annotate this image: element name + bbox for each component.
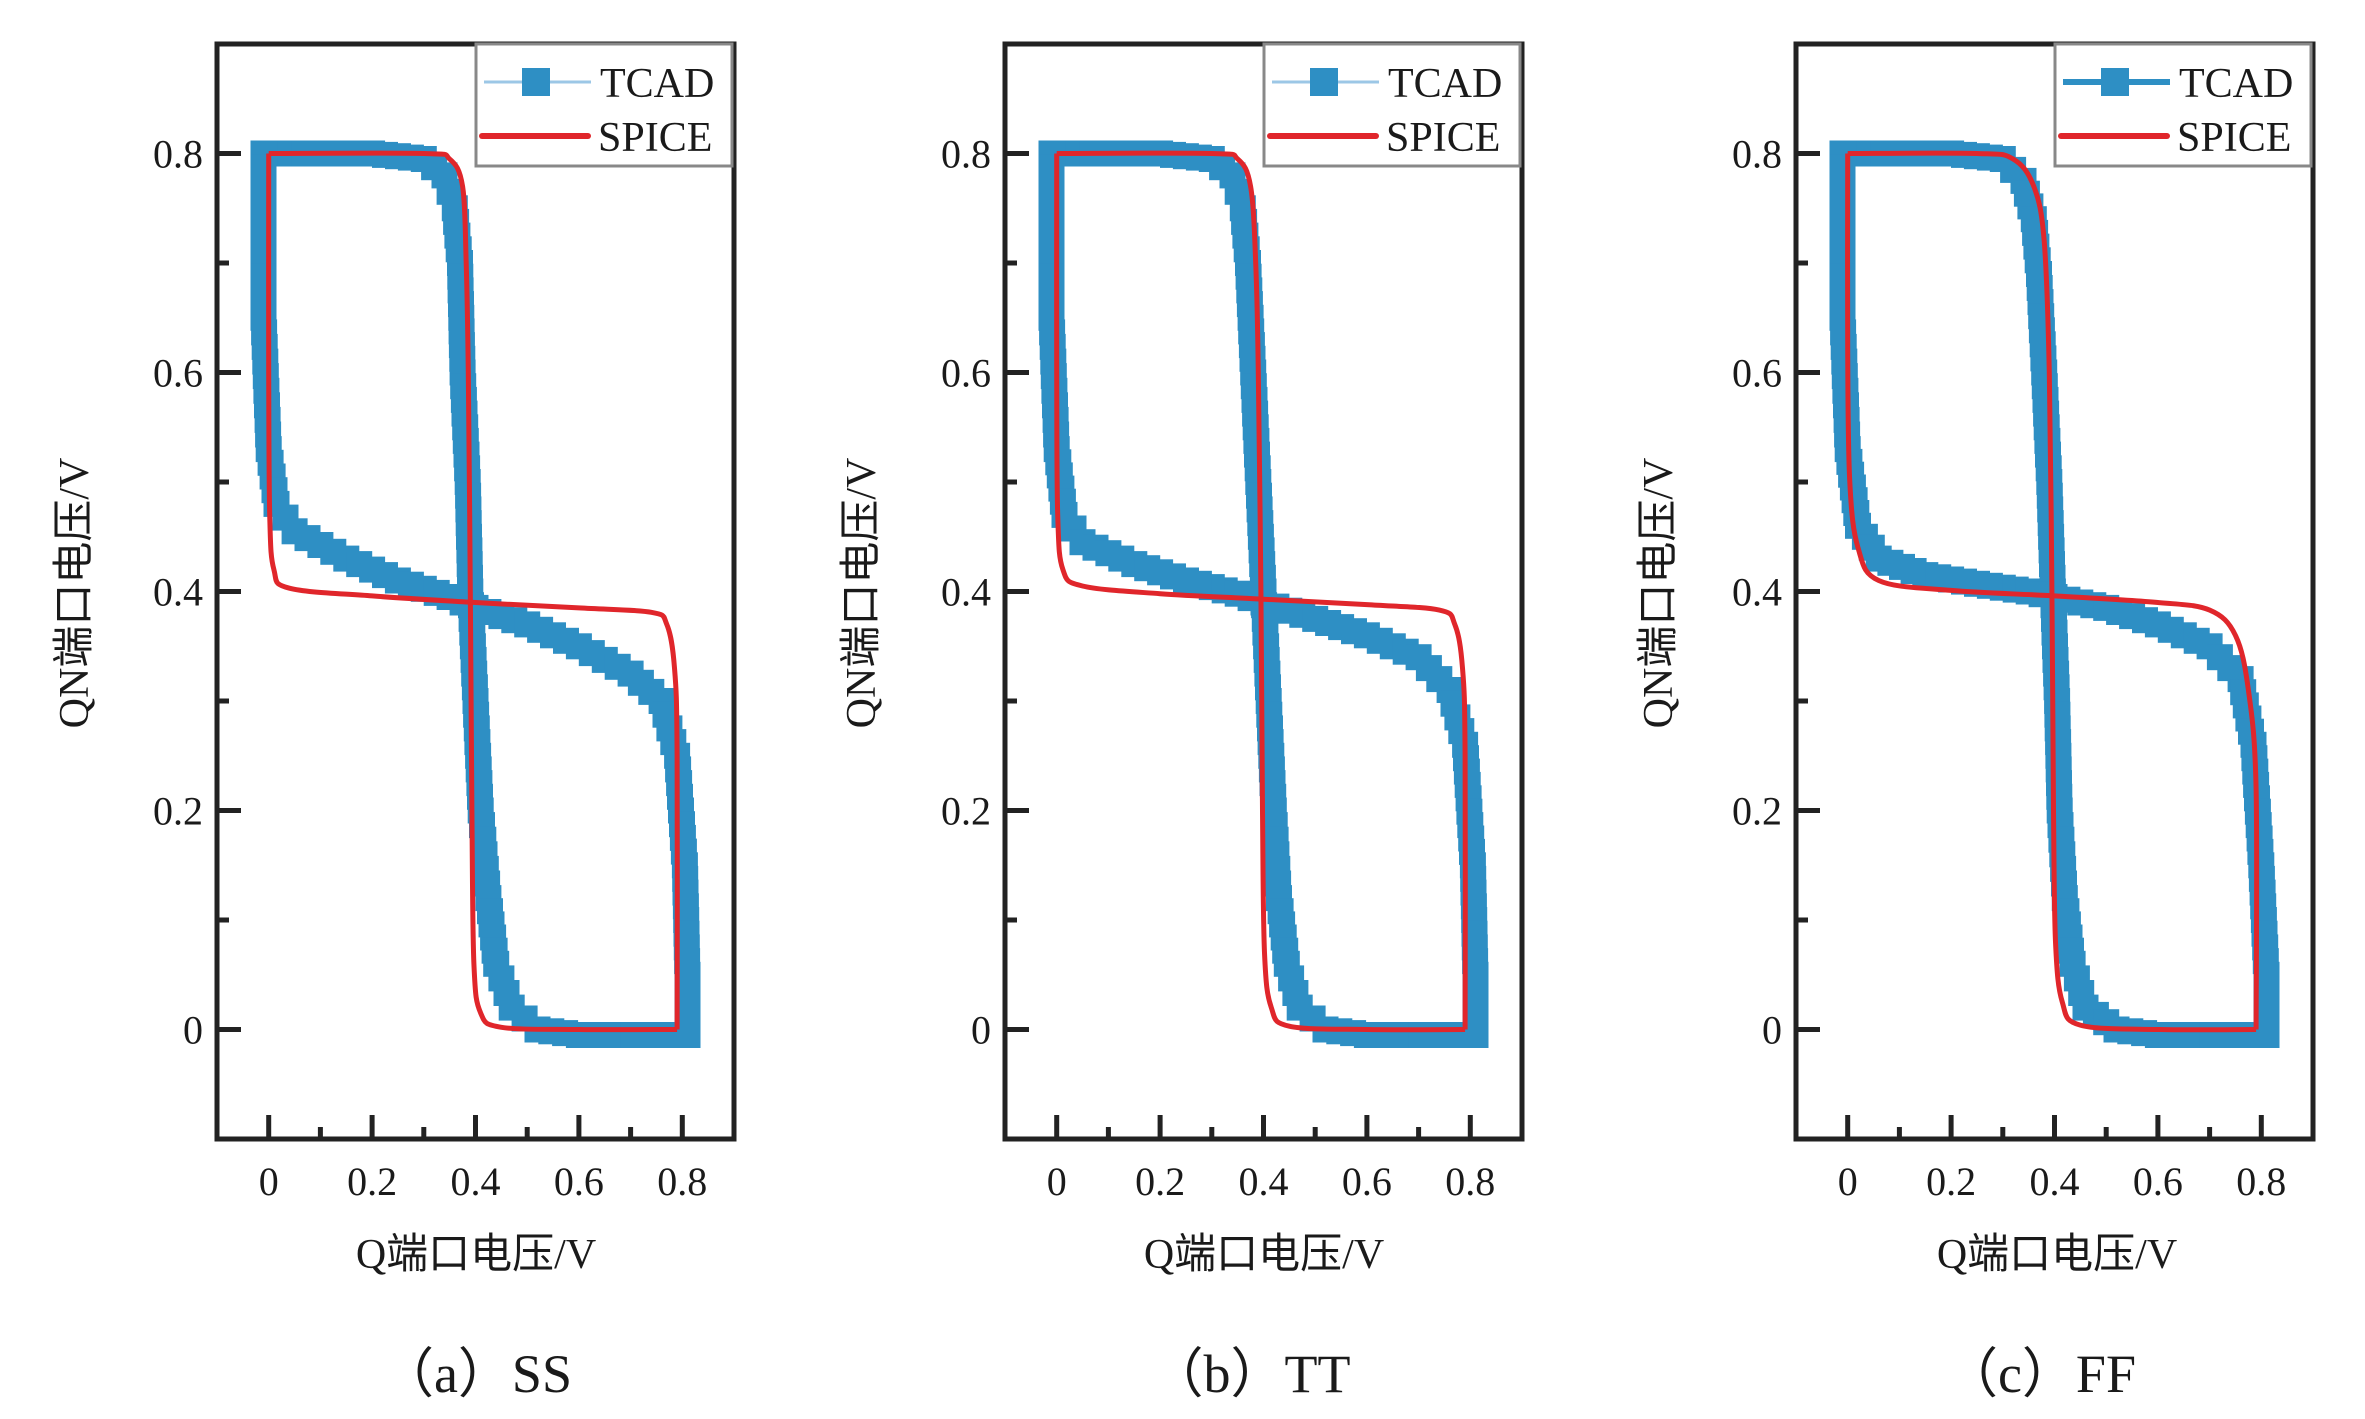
y-axis-title-a: QN端口电压/V bbox=[52, 458, 98, 729]
legend-spice-label-a: SPICE bbox=[598, 115, 712, 161]
x-tick-label-b: 0.2 bbox=[1135, 1159, 1185, 1204]
y-tick-label-a: 0.6 bbox=[153, 351, 203, 396]
legend-spice-label-c: SPICE bbox=[2177, 115, 2291, 161]
x-axis-title-c: Q端口电压/V bbox=[1937, 1232, 2177, 1278]
x-tick-label-a: 0.6 bbox=[554, 1159, 604, 1204]
panel-c: 0 0.2 0.4 0.6 0.8 0 0.2 0.4 0.6 0.8 TCAD SPICE Q端口电… bbox=[1636, 41, 2316, 1404]
x-axis-title-b: Q端口电压/V bbox=[1144, 1232, 1384, 1278]
x-tick-label-a: 0.8 bbox=[657, 1159, 707, 1204]
y-tick-label-b: 0.8 bbox=[941, 132, 991, 177]
plot-area-c: 0 0.2 0.4 0.6 0.8 0 0.2 0.4 0.6 0.8 TCAD SPICE bbox=[1732, 41, 2316, 1204]
x-tick-label-a: 0.2 bbox=[347, 1159, 397, 1204]
legend-box-a bbox=[474, 42, 734, 168]
legend-tcad-marker-b bbox=[1310, 68, 1338, 96]
x-tick-label-b: 0.4 bbox=[1239, 1159, 1289, 1204]
y-tick-label-c: 0.2 bbox=[1732, 789, 1782, 834]
spice-curve-c-1 bbox=[1847, 150, 2257, 1033]
data-layer-a bbox=[250, 140, 701, 1048]
legend-tcad-marker-c bbox=[2101, 68, 2129, 96]
legend-tcad-label-a: TCAD bbox=[600, 61, 714, 107]
legend-c: TCAD SPICE bbox=[2053, 42, 2313, 168]
x-tick-label-c: 0 bbox=[1838, 1159, 1858, 1204]
legend-spice-label-b: SPICE bbox=[1386, 115, 1500, 161]
legend-tcad-marker-a bbox=[522, 68, 550, 96]
panel-b: 0 0.2 0.4 0.6 0.8 0 0.2 0.4 0.6 0.8 TCAD SPICE Q端口电… bbox=[839, 41, 1525, 1404]
y-tick-label-b: 0 bbox=[971, 1008, 991, 1053]
x-tick-label-c: 0.8 bbox=[2236, 1159, 2286, 1204]
plot-area-b: 0 0.2 0.4 0.6 0.8 0 0.2 0.4 0.6 0.8 TCAD SPICE bbox=[941, 41, 1525, 1204]
y-tick-label-a: 0.2 bbox=[153, 789, 203, 834]
caption-c: （c）FF bbox=[1944, 1344, 2136, 1404]
y-tick-label-c: 0 bbox=[1762, 1008, 1782, 1053]
legend-box-c bbox=[2053, 42, 2313, 168]
legend-tcad-label-b: TCAD bbox=[1388, 61, 1502, 107]
y-tick-label-b: 0.6 bbox=[941, 351, 991, 396]
spice-curve-b-2 bbox=[1054, 153, 1468, 1030]
legend-b: TCAD SPICE bbox=[1262, 42, 1522, 168]
x-tick-label-c: 0.4 bbox=[2030, 1159, 2080, 1204]
x-tick-label-b: 0.8 bbox=[1445, 1159, 1495, 1204]
x-tick-label-a: 0.4 bbox=[451, 1159, 501, 1204]
data-layer-b bbox=[1038, 140, 1489, 1048]
x-tick-label-a: 0 bbox=[259, 1159, 279, 1204]
legend-tcad-label-c: TCAD bbox=[2179, 61, 2293, 107]
spice-curve-c-2 bbox=[1845, 153, 2260, 1030]
legend-a: TCAD SPICE bbox=[474, 42, 734, 168]
x-tick-label-c: 0.6 bbox=[2133, 1159, 2183, 1204]
x-tick-label-b: 0.6 bbox=[1342, 1159, 1392, 1204]
y-tick-label-a: 0.4 bbox=[153, 570, 203, 615]
spice-curve-b-1 bbox=[1056, 150, 1466, 1033]
x-tick-label-c: 0.2 bbox=[1926, 1159, 1976, 1204]
y-tick-label-b: 0.2 bbox=[941, 789, 991, 834]
y-tick-label-c: 0.8 bbox=[1732, 132, 1782, 177]
spice-curve-a-2 bbox=[266, 153, 680, 1030]
x-axis-title-a: Q端口电压/V bbox=[356, 1232, 596, 1278]
x-tick-label-b: 0 bbox=[1047, 1159, 1067, 1204]
y-tick-label-a: 0.8 bbox=[153, 132, 203, 177]
y-tick-label-c: 0.6 bbox=[1732, 351, 1782, 396]
tcad-curve-c-2 bbox=[1829, 140, 2280, 1048]
y-tick-label-b: 0.4 bbox=[941, 570, 991, 615]
caption-b: （b）TT bbox=[1150, 1344, 1351, 1404]
plot-area-a: 0 0.2 0.4 0.6 0.8 0 0.2 0.4 0.6 0.8 TCAD SPICE bbox=[153, 41, 737, 1204]
spice-curve-a-1 bbox=[268, 150, 678, 1033]
y-axis-title-b: QN端口电压/V bbox=[839, 458, 885, 729]
data-layer-c bbox=[1829, 140, 2280, 1048]
y-tick-label-a: 0 bbox=[183, 1008, 203, 1053]
caption-a: （a）SS bbox=[380, 1344, 572, 1404]
y-tick-label-c: 0.4 bbox=[1732, 570, 1782, 615]
panel-a: 0 0.2 0.4 0.6 0.8 0 0.2 0.4 0.6 0.8 TCAD SPICE Q端口电… bbox=[52, 41, 737, 1404]
y-axis-title-c: QN端口电压/V bbox=[1636, 458, 1682, 729]
legend-box-b bbox=[1262, 42, 1522, 168]
